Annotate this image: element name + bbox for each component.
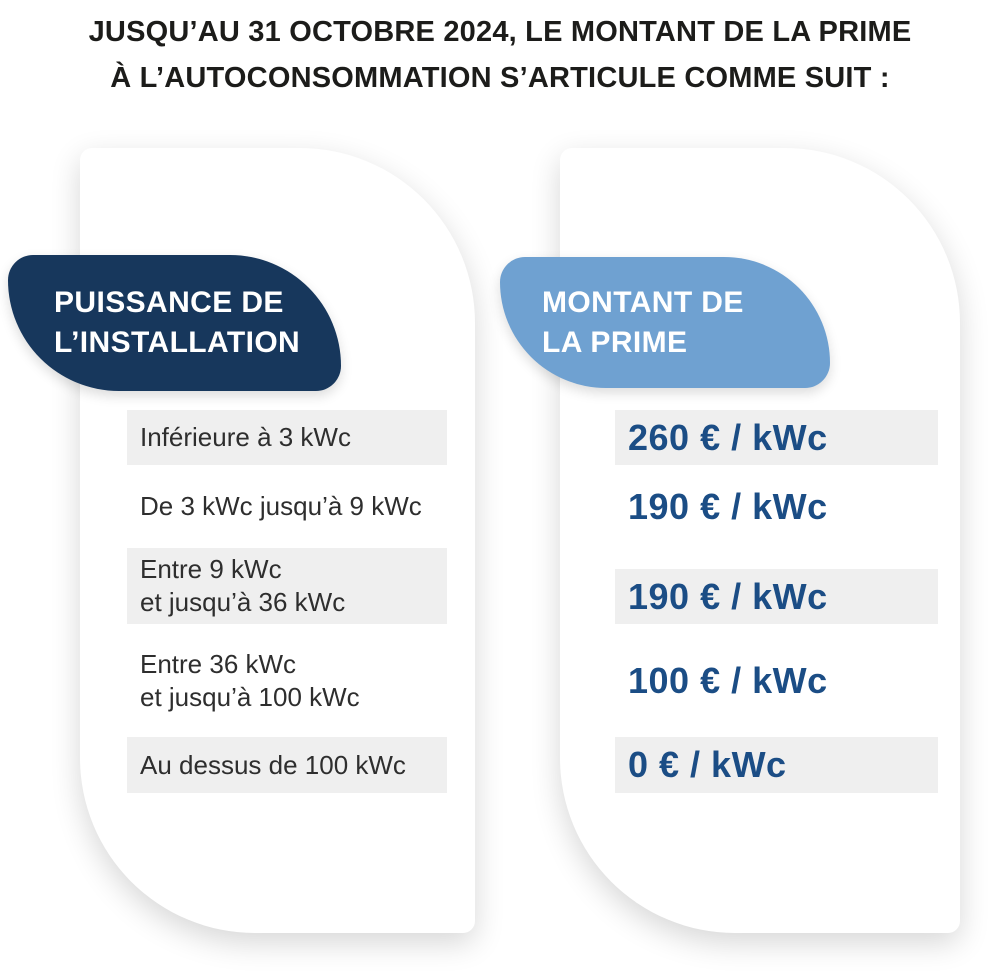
prime-row: 190 € / kWc xyxy=(615,465,938,548)
prime-row: 100 € / kWc xyxy=(615,624,938,737)
power-row: Entre 9 kWc et jusqu’à 36 kWc xyxy=(127,548,447,624)
power-row: De 3 kWc jusqu’à 9 kWc xyxy=(127,465,447,548)
power-rows: Inférieure à 3 kWc De 3 kWc jusqu’à 9 kWc… xyxy=(127,410,447,793)
prime-row: 0 € / kWc xyxy=(615,737,938,793)
power-row-text: Entre 36 kWc xyxy=(140,648,297,679)
prime-header-line-1: MONTANT DE xyxy=(542,285,744,319)
prime-amount: 100 € / kWc xyxy=(628,659,828,701)
power-row-text: De 3 kWc jusqu’à 9 kWc xyxy=(140,491,422,521)
prime-amount: 0 € / kWc xyxy=(628,744,787,785)
power-header-line-2: L’INSTALLATION xyxy=(54,326,301,359)
power-row-text: et jusqu’à 100 kWc xyxy=(140,681,360,712)
prime-row: 190 € / kWc xyxy=(615,548,938,624)
power-header-line-1: PUISSANCE DE xyxy=(54,286,284,319)
prime-row-strip: 260 € / kWc xyxy=(615,410,938,465)
power-row-text: Inférieure à 3 kWc xyxy=(140,422,351,452)
power-row-text: Entre 9 kWc xyxy=(140,554,282,584)
title-line-2: À L’AUTOCONSOMMATION S’ARTICULE COMME SU… xyxy=(110,62,890,94)
power-row: Inférieure à 3 kWc xyxy=(127,410,447,465)
prime-rows: 260 € / kWc 190 € / kWc 190 € / kWc 100 € /… xyxy=(615,410,938,793)
prime-row-strip: 190 € / kWc xyxy=(615,569,938,624)
page-title: JUSQU’AU 31 OCTOBRE 2024, LE MONTANT DE … xyxy=(0,9,1000,101)
prime-header-line-2: LA PRIME xyxy=(542,325,688,359)
prime-column-header: MONTANT DE LA PRIME xyxy=(500,257,830,388)
prime-amount: 190 € / kWc xyxy=(628,575,828,617)
prime-amount: 190 € / kWc xyxy=(628,485,828,527)
prime-amount: 260 € / kWc xyxy=(628,416,828,458)
power-row-text: et jusqu’à 36 kWc xyxy=(140,587,346,617)
title-line-1: JUSQU’AU 31 OCTOBRE 2024, LE MONTANT DE … xyxy=(88,16,912,48)
prime-row-strip: 190 € / kWc xyxy=(615,479,938,534)
power-row-text: Au dessus de 100 kWc xyxy=(140,749,406,780)
power-row: Au dessus de 100 kWc xyxy=(127,737,447,793)
prime-row-strip: 0 € / kWc xyxy=(615,737,938,793)
power-column-header: PUISSANCE DE L’INSTALLATION xyxy=(8,255,341,391)
prime-row-strip: 100 € / kWc xyxy=(615,653,938,708)
prime-row: 260 € / kWc xyxy=(615,410,938,465)
power-row: Entre 36 kWc et jusqu’à 100 kWc xyxy=(127,624,447,737)
